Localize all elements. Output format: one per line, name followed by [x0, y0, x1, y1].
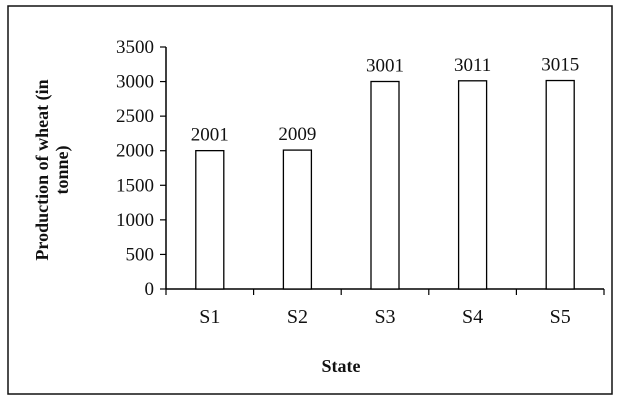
x-tick-label-s4: S4 [462, 306, 483, 328]
data-label-s4: 3011 [454, 55, 491, 76]
y-tick-label: 3500 [116, 37, 154, 58]
bar-s2 [282, 149, 313, 290]
y-axis-title: Production of wheat (in tonne) [32, 79, 73, 260]
y-tick-label: 1000 [116, 210, 154, 231]
y-tick-label: 500 [126, 244, 155, 265]
data-label-s1: 2001 [191, 125, 229, 146]
chart-frame [7, 5, 613, 395]
axes: 0 500 1000 1500 2000 2500 3000 3500 [116, 37, 605, 300]
x-tick-label-s1: S1 [199, 306, 220, 328]
bar-s3 [370, 80, 400, 290]
y-tick-label: 0 [145, 279, 155, 300]
y-tick-label: 3000 [116, 72, 154, 93]
y-tick-label: 2500 [116, 106, 154, 127]
bar-s1 [195, 149, 225, 290]
y-tick-label: 1500 [116, 175, 154, 196]
bars [195, 79, 575, 290]
y-axis-title-line-2: tonne) [52, 145, 73, 194]
x-tick-label-s2: S2 [287, 306, 308, 328]
data-label-s5: 3015 [541, 55, 579, 76]
x-axis-title: State [322, 356, 361, 376]
y-tick-label: 2000 [116, 141, 154, 162]
bar-s4 [457, 80, 488, 290]
data-labels: 2001 S1 2009 S2 3001 S3 3011 S4 3015 S5 [191, 55, 579, 328]
x-tick-label-s5: S5 [550, 306, 571, 328]
data-label-s3: 3001 [366, 56, 404, 77]
bar-s5 [545, 79, 575, 290]
x-tick-label-s3: S3 [374, 306, 395, 328]
data-label-s2: 2009 [278, 124, 316, 145]
y-axis-title-line-1: Production of wheat (in [32, 79, 53, 260]
